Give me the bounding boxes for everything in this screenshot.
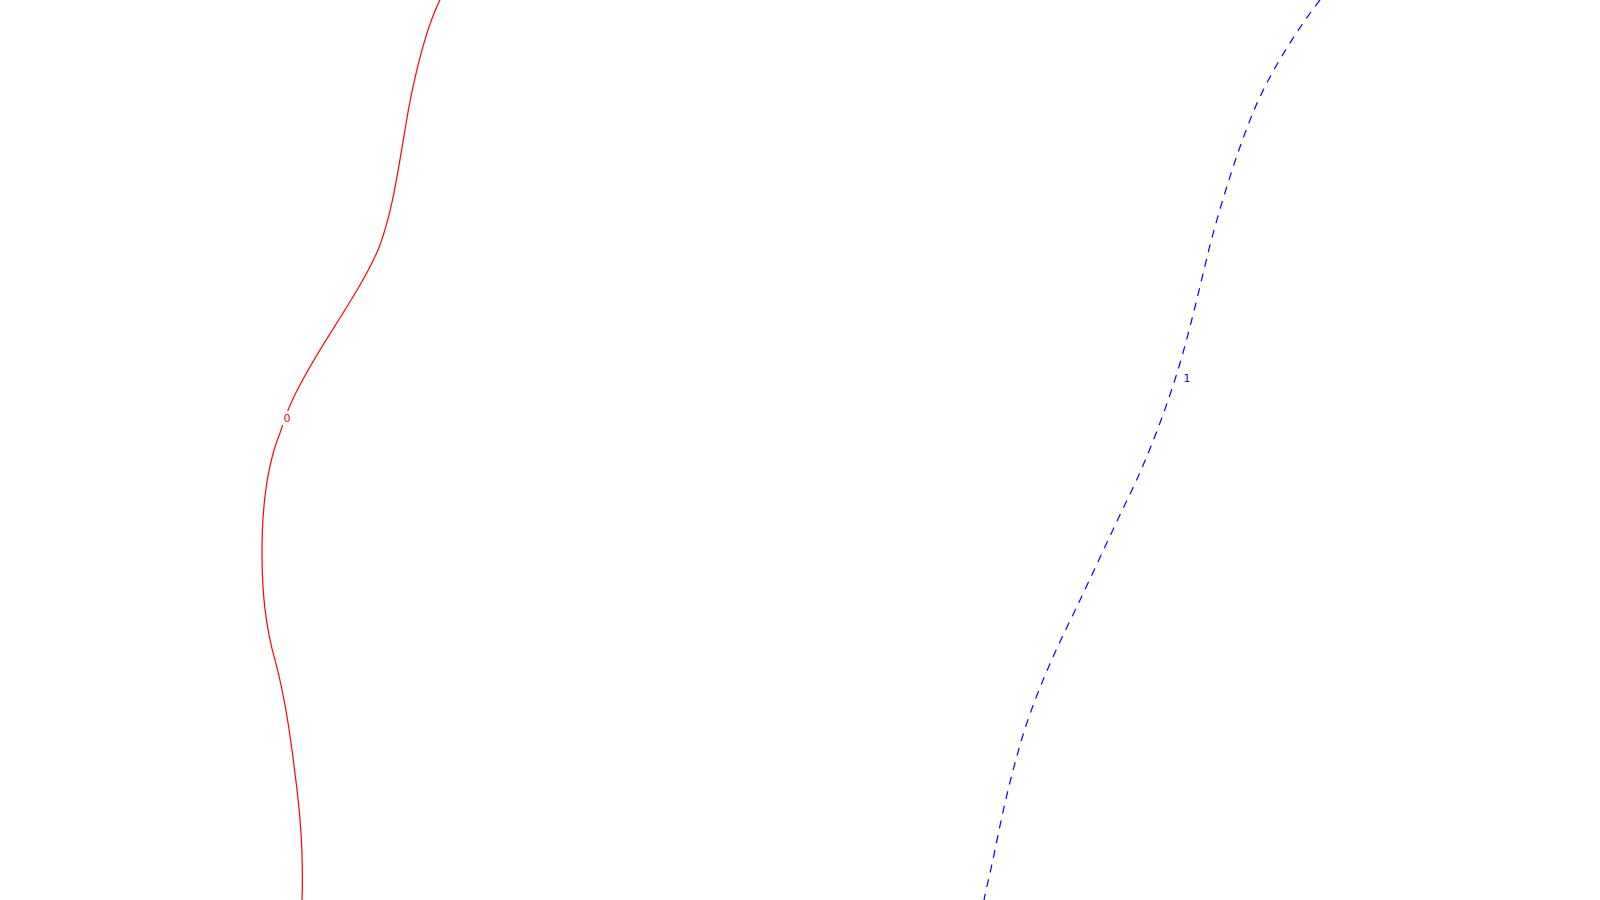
contour-label-level-0: 0 — [284, 412, 291, 425]
contour-level-0: 0 — [261, 0, 441, 900]
contour-label-background-level-0 — [282, 411, 292, 425]
contour-line-level-1 — [983, 0, 1321, 900]
contour-line-level-0 — [261, 0, 441, 900]
contour-label-level-1: 1 — [1184, 372, 1191, 385]
contour-level-1: 1 — [983, 0, 1321, 900]
contour-label-background-level-1 — [1182, 371, 1192, 385]
